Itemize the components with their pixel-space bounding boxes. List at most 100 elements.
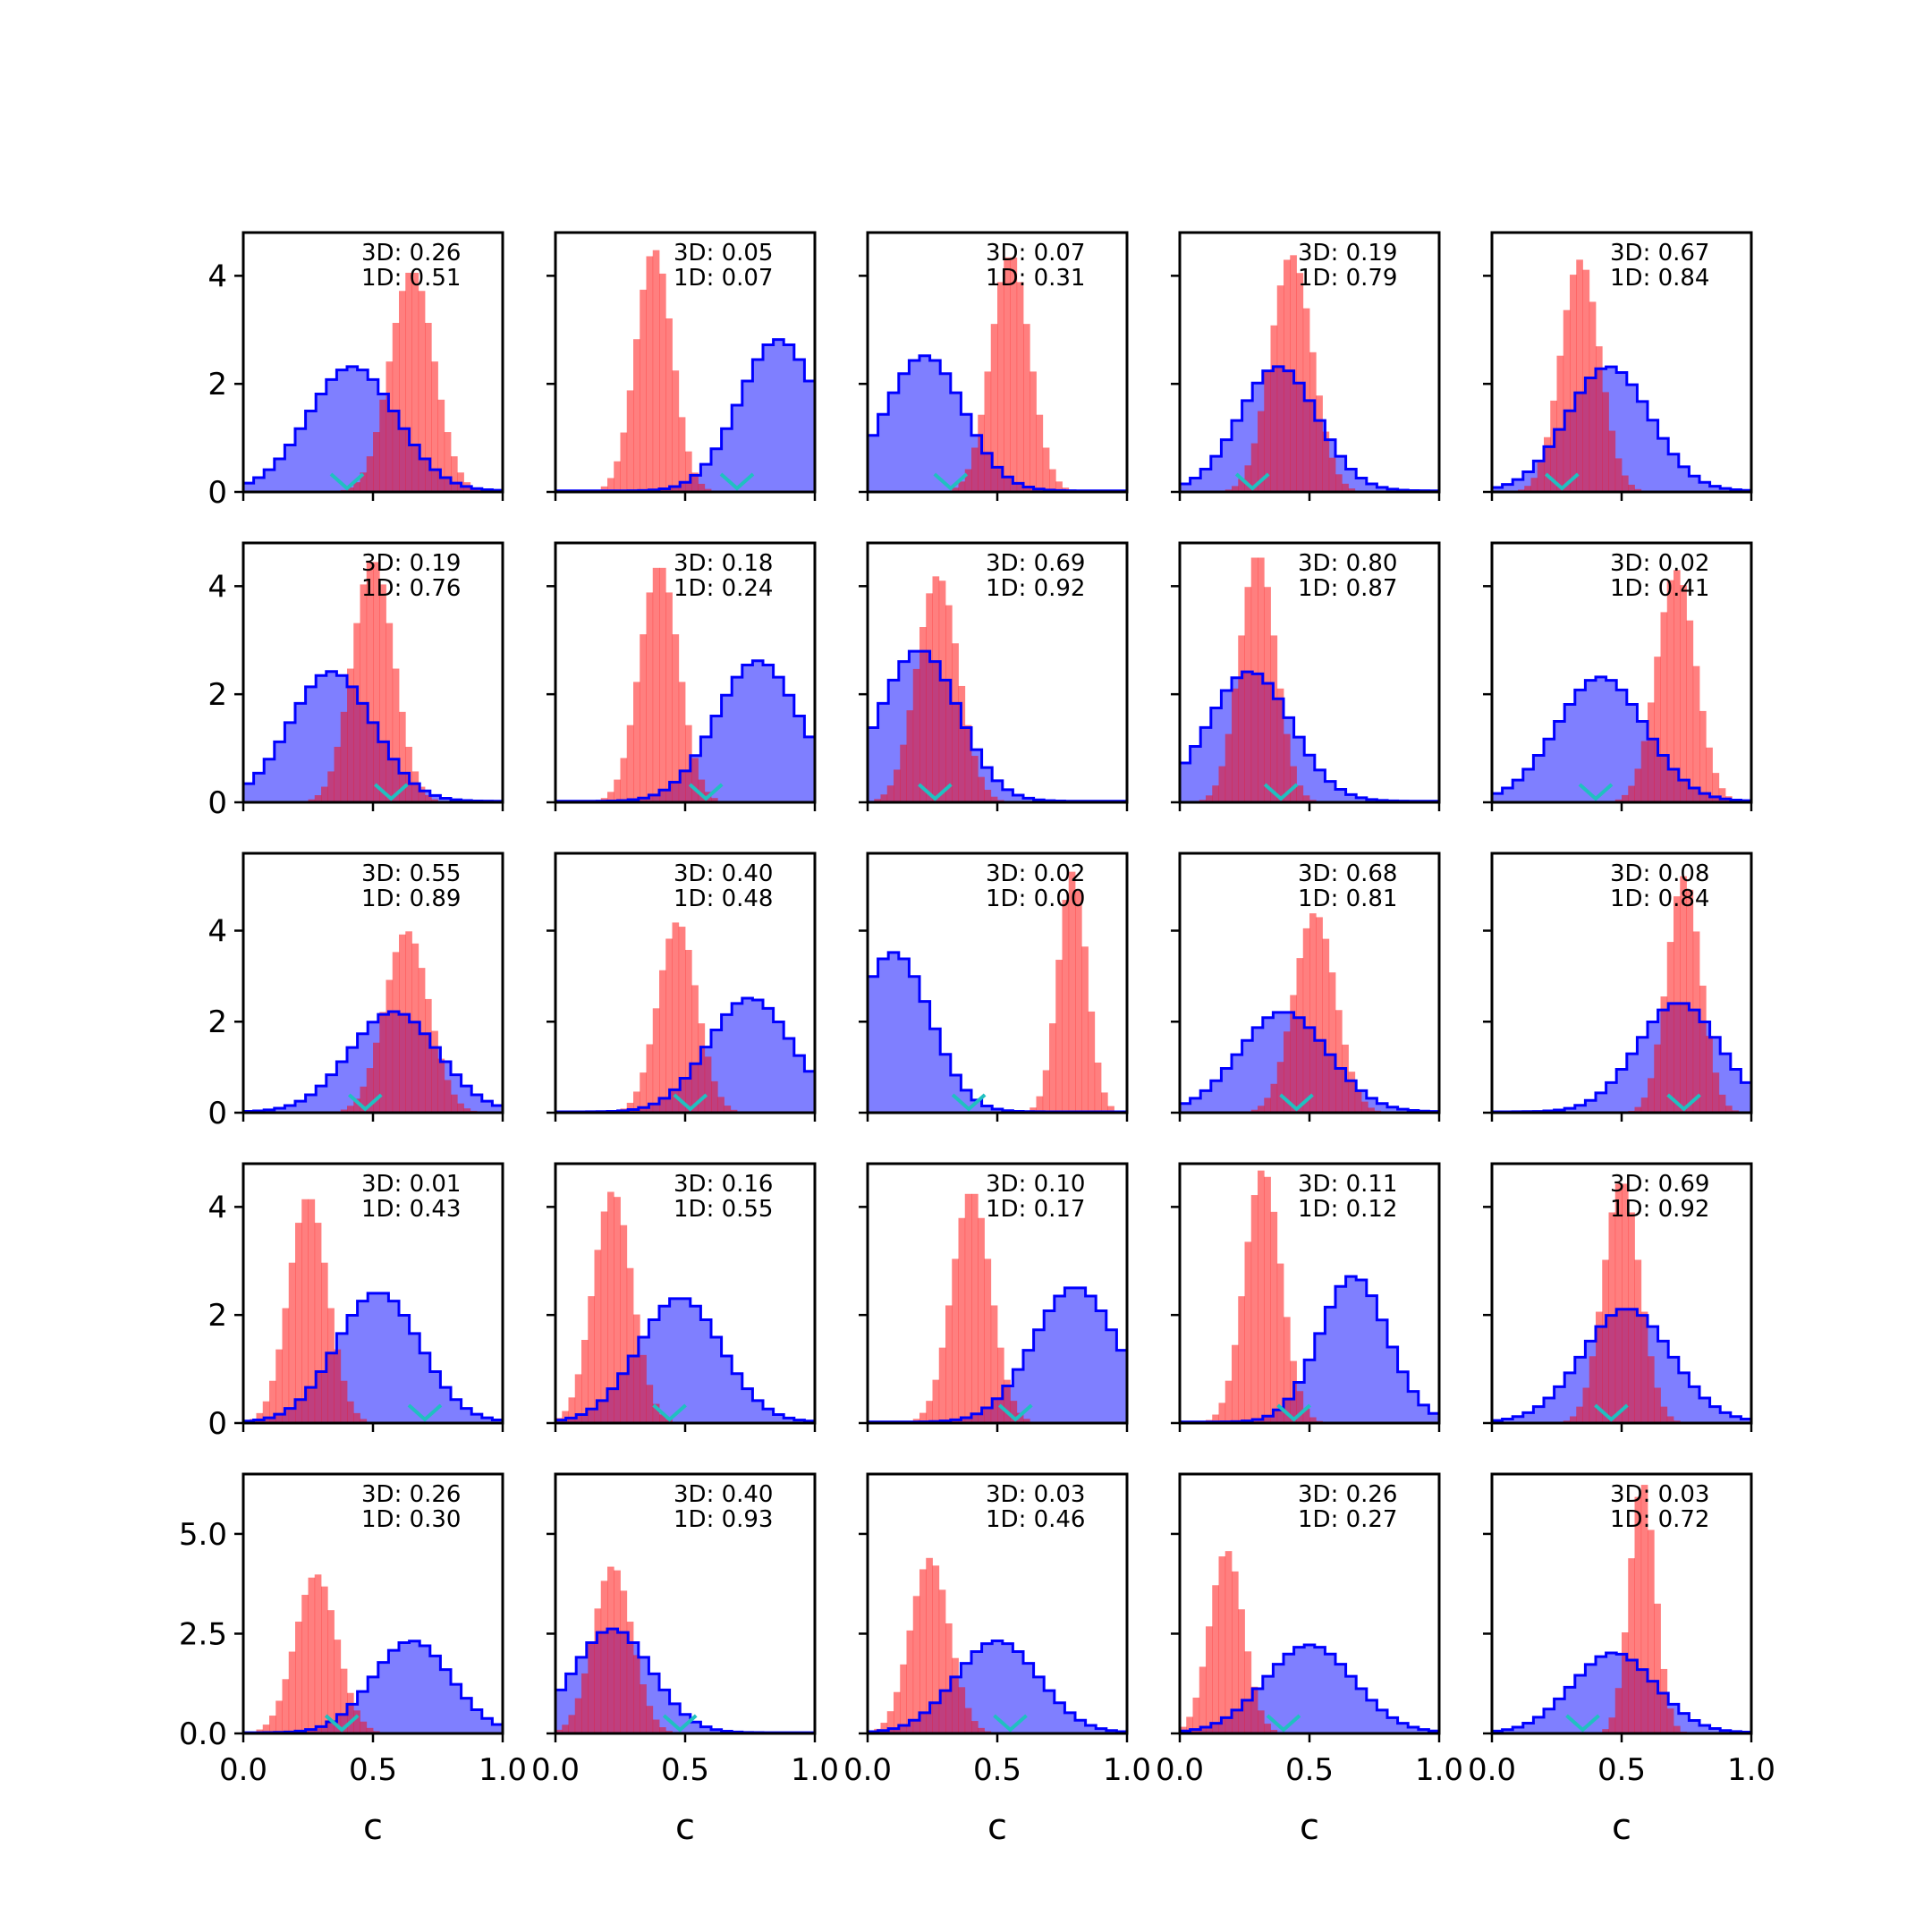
red-histogram-bar — [366, 456, 374, 492]
red-histogram-bar — [399, 291, 406, 492]
blue-histogram-outline — [1180, 670, 1439, 802]
x-tick-label: 1.0 — [791, 1752, 839, 1788]
red-histogram-bar — [958, 1217, 966, 1423]
annotation-1d: 1D: 0.30 — [361, 1506, 461, 1533]
red-histogram-bar — [1258, 411, 1265, 492]
red-histogram-bar — [607, 792, 614, 802]
red-histogram-bar — [971, 1721, 979, 1733]
plot-area — [555, 922, 815, 1113]
y-tick-label: 2.5 — [179, 1616, 227, 1652]
red-histogram-bar — [945, 1623, 953, 1733]
red-histogram-bar — [288, 1262, 296, 1423]
blue-histogram-outline — [243, 1640, 503, 1733]
annotation-3d: 3D: 0.40 — [674, 860, 773, 887]
red-histogram-bar — [1232, 486, 1239, 492]
y-tick-label: 4 — [208, 569, 227, 605]
x-tick-label: 1.0 — [479, 1752, 527, 1788]
red-histogram-bar — [1224, 733, 1233, 802]
red-histogram-bar — [665, 318, 673, 492]
red-histogram-bar — [952, 643, 959, 802]
x-axis-label: c — [987, 1807, 1007, 1848]
red-histogram-bar — [1302, 928, 1310, 1113]
red-histogram-bar — [301, 1595, 309, 1733]
red-histogram-bar — [431, 799, 438, 802]
red-histogram-bar — [646, 1044, 654, 1113]
red-histogram-bar — [652, 567, 660, 802]
blue-histogram-fill — [868, 355, 1127, 492]
red-histogram-bar — [1296, 785, 1304, 802]
red-histogram-bar — [1276, 688, 1284, 802]
blue-histogram-fill — [243, 1640, 503, 1733]
plot-area — [243, 931, 503, 1113]
red-histogram-bar — [1666, 1708, 1674, 1733]
red-histogram-bar — [1250, 1686, 1258, 1733]
red-histogram-bar — [340, 1380, 348, 1423]
red-histogram-bar — [1224, 1551, 1233, 1733]
red-histogram-bar — [314, 1223, 322, 1423]
blue-histogram-outline — [243, 365, 503, 492]
marker-v — [933, 472, 969, 491]
red-histogram-bar — [1322, 938, 1330, 1113]
red-histogram-bar — [990, 324, 998, 492]
red-histogram-bar — [1628, 1212, 1635, 1423]
red-histogram-bar — [1101, 1092, 1108, 1113]
annotation-3d: 3D: 0.68 — [1298, 860, 1397, 887]
annotation-1d: 1D: 0.55 — [674, 1196, 773, 1223]
red-histogram-bar — [698, 1023, 706, 1113]
x-tick-label: 0.0 — [1468, 1752, 1516, 1788]
red-histogram-bar — [295, 1621, 302, 1733]
red-histogram-bar — [971, 756, 979, 802]
red-histogram-bar — [984, 1258, 992, 1423]
blue-histogram-fill — [243, 366, 503, 492]
red-histogram-bar — [366, 562, 374, 802]
red-histogram-bar — [1596, 1311, 1603, 1423]
red-histogram-bar — [295, 1223, 302, 1423]
red-histogram-bar — [1563, 309, 1571, 492]
red-histogram-bar — [1648, 1078, 1655, 1113]
red-histogram-bar — [1244, 587, 1252, 802]
red-histogram-bar — [711, 798, 718, 802]
red-histogram-bar — [411, 771, 419, 802]
red-histogram-bar — [425, 322, 432, 492]
y-tick-label: 0 — [208, 475, 227, 511]
red-histogram-bar — [444, 432, 452, 492]
red-histogram-bar — [568, 1715, 576, 1733]
red-histogram-bar — [431, 1030, 438, 1113]
red-histogram-bar — [1614, 1183, 1623, 1423]
red-histogram-bar — [1328, 457, 1336, 492]
annotation-1d: 1D: 0.79 — [1298, 265, 1397, 292]
red-histogram-bar — [730, 1109, 738, 1113]
red-histogram-bar — [1622, 794, 1629, 802]
red-histogram-bar — [347, 1106, 354, 1113]
blue-histogram-outline — [243, 1010, 503, 1113]
red-histogram-bar — [327, 1308, 335, 1423]
plot-area — [868, 871, 1127, 1113]
red-histogram-bar — [659, 567, 666, 802]
annotation-1d: 1D: 0.24 — [674, 575, 773, 602]
red-histogram-bar — [1075, 890, 1082, 1113]
red-histogram-bar — [1284, 1317, 1291, 1423]
red-histogram-bar — [1634, 1259, 1642, 1423]
plot-area — [868, 1193, 1127, 1423]
red-histogram-bar — [1640, 741, 1648, 802]
red-histogram-bar — [437, 399, 445, 492]
red-histogram-bar — [347, 487, 354, 492]
annotation-1d: 1D: 0.93 — [674, 1506, 773, 1533]
annotation-3d: 3D: 0.19 — [361, 550, 461, 577]
red-histogram-bar — [1036, 414, 1044, 492]
red-histogram-bar — [1264, 1724, 1271, 1733]
y-tick-label: 2 — [208, 677, 227, 713]
marker-v — [1263, 783, 1299, 801]
red-histogram-bar — [1302, 1408, 1310, 1423]
y-tick-label: 4 — [208, 1190, 227, 1225]
red-histogram-bar — [1666, 942, 1674, 1113]
annotation-1d: 1D: 0.46 — [986, 1506, 1085, 1533]
red-histogram-bar — [1570, 275, 1577, 492]
red-histogram-bar — [906, 1630, 914, 1733]
red-histogram-bar — [1016, 282, 1024, 492]
